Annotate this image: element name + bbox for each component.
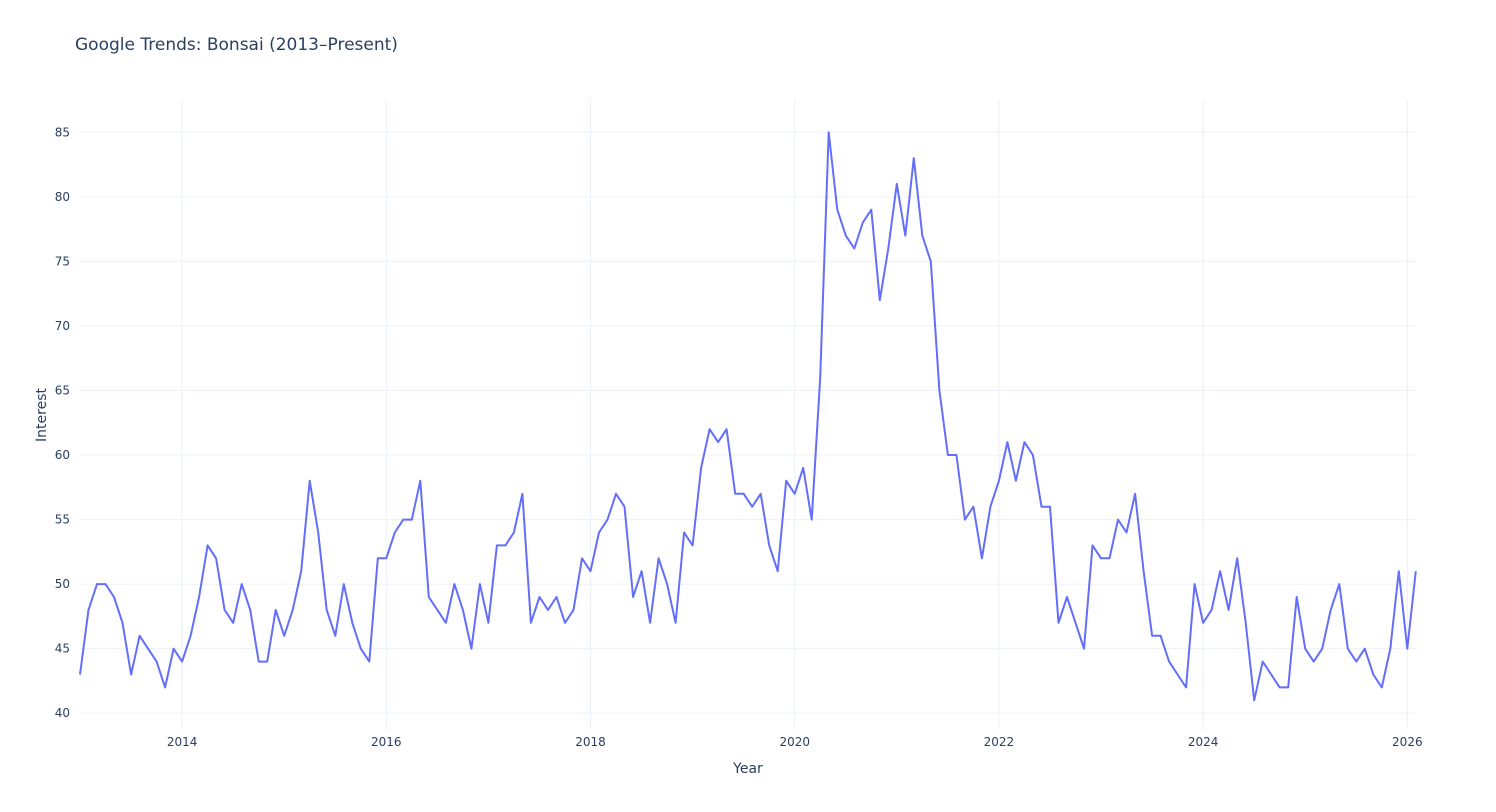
y-tick-label: 50 [55,577,70,591]
x-tick-label: 2014 [167,735,198,749]
x-tick-label: 2018 [575,735,606,749]
y-axis-label: Interest [34,388,50,442]
y-tick-label: 80 [55,190,70,204]
y-tick-label: 75 [55,254,70,268]
y-tick-label: 70 [55,319,70,333]
x-axis-label: Year [732,761,763,777]
y-tick-label: 40 [55,706,70,720]
series-line-bonsai [79,131,1417,702]
y-tick-label: 65 [55,383,70,397]
data-points [79,132,1416,701]
x-axis-ticks: 2014 2016 2018 2020 2022 2024 2026 [167,735,1423,749]
x-tick-label: 2024 [1188,735,1219,749]
y-tick-label: 55 [55,513,70,527]
chart-title: Google Trends: Bonsai (2013–Present) [75,35,398,55]
gridlines [80,100,1416,730]
x-tick-label: 2020 [779,735,810,749]
x-tick-label: 2022 [984,735,1015,749]
x-tick-label: 2016 [371,735,402,749]
y-axis-ticks: 40 45 50 55 60 65 70 75 80 85 [55,125,70,720]
y-tick-label: 85 [55,125,70,139]
y-tick-label: 45 [55,642,70,656]
y-tick-label: 60 [55,448,70,462]
x-tick-label: 2026 [1392,735,1423,749]
